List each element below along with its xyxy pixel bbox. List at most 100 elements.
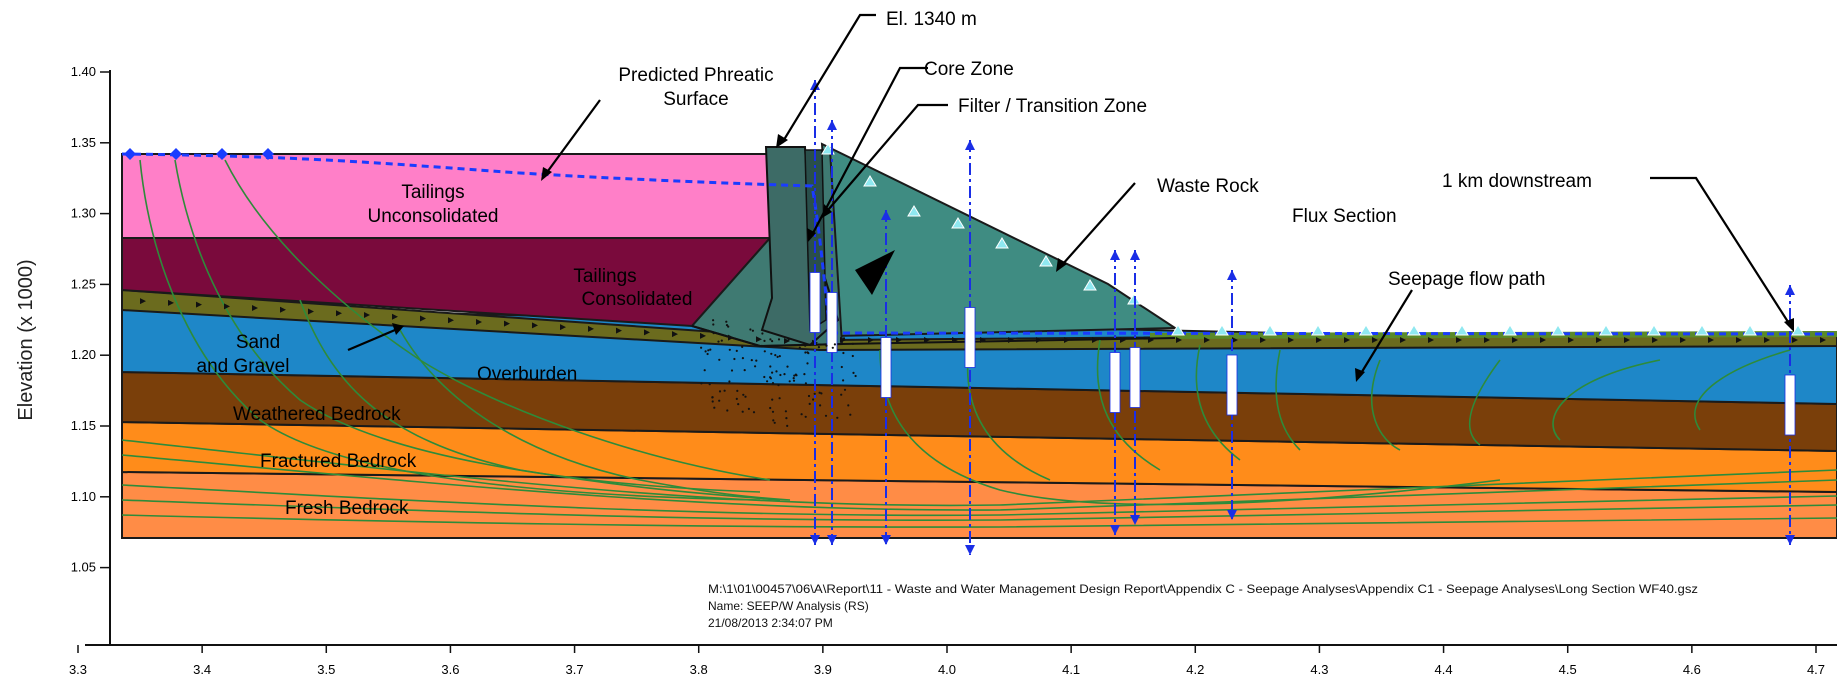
flow-chevron [1736,337,1742,343]
stipple-dot [704,350,707,353]
stipple-dot [817,346,821,349]
stipple-dot [794,373,798,376]
stipple-dot [763,339,766,342]
arrowhead-filter [822,204,832,218]
file-info: M:\1\01\00457\06\A\Report\11 - Waste and… [708,582,1698,630]
stipple-dot [804,415,807,418]
label-phreatic-1: Predicted Phreatic [618,65,773,86]
flow-chevron [1036,337,1042,343]
stipple-dot [804,351,807,354]
flow-chevron [168,299,174,306]
toe-drain-points [700,319,857,427]
x-tick-label: 4.1 [1062,662,1080,677]
x-tick-label: 4.0 [938,662,956,677]
flux-arrow-down [965,545,975,555]
flux-arrow-up [827,120,837,130]
stipple-dot [755,359,758,362]
label-overburden: Overburden [477,364,577,385]
y-tick-label: 1.25 [71,276,96,291]
flow-chevron [1372,337,1378,343]
leader-phreatic [544,99,601,176]
x-tick-label: 4.3 [1310,662,1328,677]
toe-marker [863,175,877,187]
leader-downstream [1650,176,1791,326]
stipple-dot [712,319,715,322]
flow-chevron [364,312,370,319]
stipple-dot [737,403,740,406]
stipple-dot [769,406,772,410]
stipple-dot [783,373,786,376]
label-km-downstream: 1 km downstream [1442,171,1592,192]
flow-line [299,299,781,501]
flux-value-box [1226,354,1238,416]
x-tick-label: 3.7 [566,662,584,677]
flow-line [139,159,761,501]
stipple-dot [819,404,822,407]
flow-chevron [1288,337,1294,343]
stipple-dot [706,352,709,356]
stipple-dot [717,340,720,343]
stipple-dot [741,410,744,413]
y-tick-label: 1.15 [71,418,96,433]
flow-chevron [532,322,538,329]
flux-arrow-down [1130,515,1140,525]
stipple-dot [763,350,766,353]
y-tick-label: 1.10 [71,489,96,504]
stipple-dot [741,345,744,348]
arrowhead-downstream [1784,318,1794,332]
flux-value-box [1784,374,1796,436]
flux-value-box [1109,352,1121,413]
flow-line [399,329,791,501]
toe-marker [1551,324,1565,336]
x-tick-label: 3.5 [317,662,335,677]
flow-chevron [476,318,482,325]
label-fractured: Fractured Bedrock [260,451,417,472]
label-el1340: El. 1340 m [886,9,977,30]
stipple-dot [761,332,764,335]
flow-chevron [140,298,146,305]
stipple-dot [825,344,828,347]
flux-arrow-down [810,535,820,545]
phreatic-line [121,152,1837,336]
stipple-dot [766,380,769,383]
flux-arrow-down [1227,510,1237,520]
leader-waste-rock [1061,182,1136,266]
head-marker [170,148,182,160]
flow-chevron [1792,337,1798,343]
stipple-dot [769,365,772,368]
stipple-dot [736,389,739,392]
flow-chevron [1232,337,1238,343]
flow-chevron [1344,337,1350,343]
stipple-dot [703,369,706,372]
flow-chevron [1512,337,1518,343]
stipple-dot [769,376,772,379]
stipple-dot [778,355,781,358]
stipple-dot [771,340,774,343]
flow-line [879,349,1501,506]
y-tick-label: 1.40 [71,64,96,79]
stipple-dot [800,413,803,416]
flow-chevron [728,334,734,341]
flow-line [1370,359,1401,451]
phreatic-surface [121,143,1837,346]
x-tick-label: 4.5 [1559,662,1577,677]
flow-chevron [952,337,958,343]
stipple-dot [771,398,774,401]
y-tick-label: 1.20 [71,347,96,362]
flux-arrow-up [881,210,891,220]
flow-chevron [1540,337,1546,343]
flow-chevron [840,337,846,343]
flow-chevron [1316,337,1322,343]
flow-chevron [924,337,930,343]
stipple-dot [807,352,810,355]
flow-chevron [588,325,594,332]
flow-line [121,439,1837,507]
flow-line [121,484,1837,517]
flow-chevron [1764,337,1770,343]
flow-line [121,454,1837,511]
stipple-dot [728,348,731,351]
flow-line [1195,344,1241,461]
flow-chevron [980,337,986,343]
stipple-dot [776,355,779,358]
stipple-dot [773,421,776,424]
